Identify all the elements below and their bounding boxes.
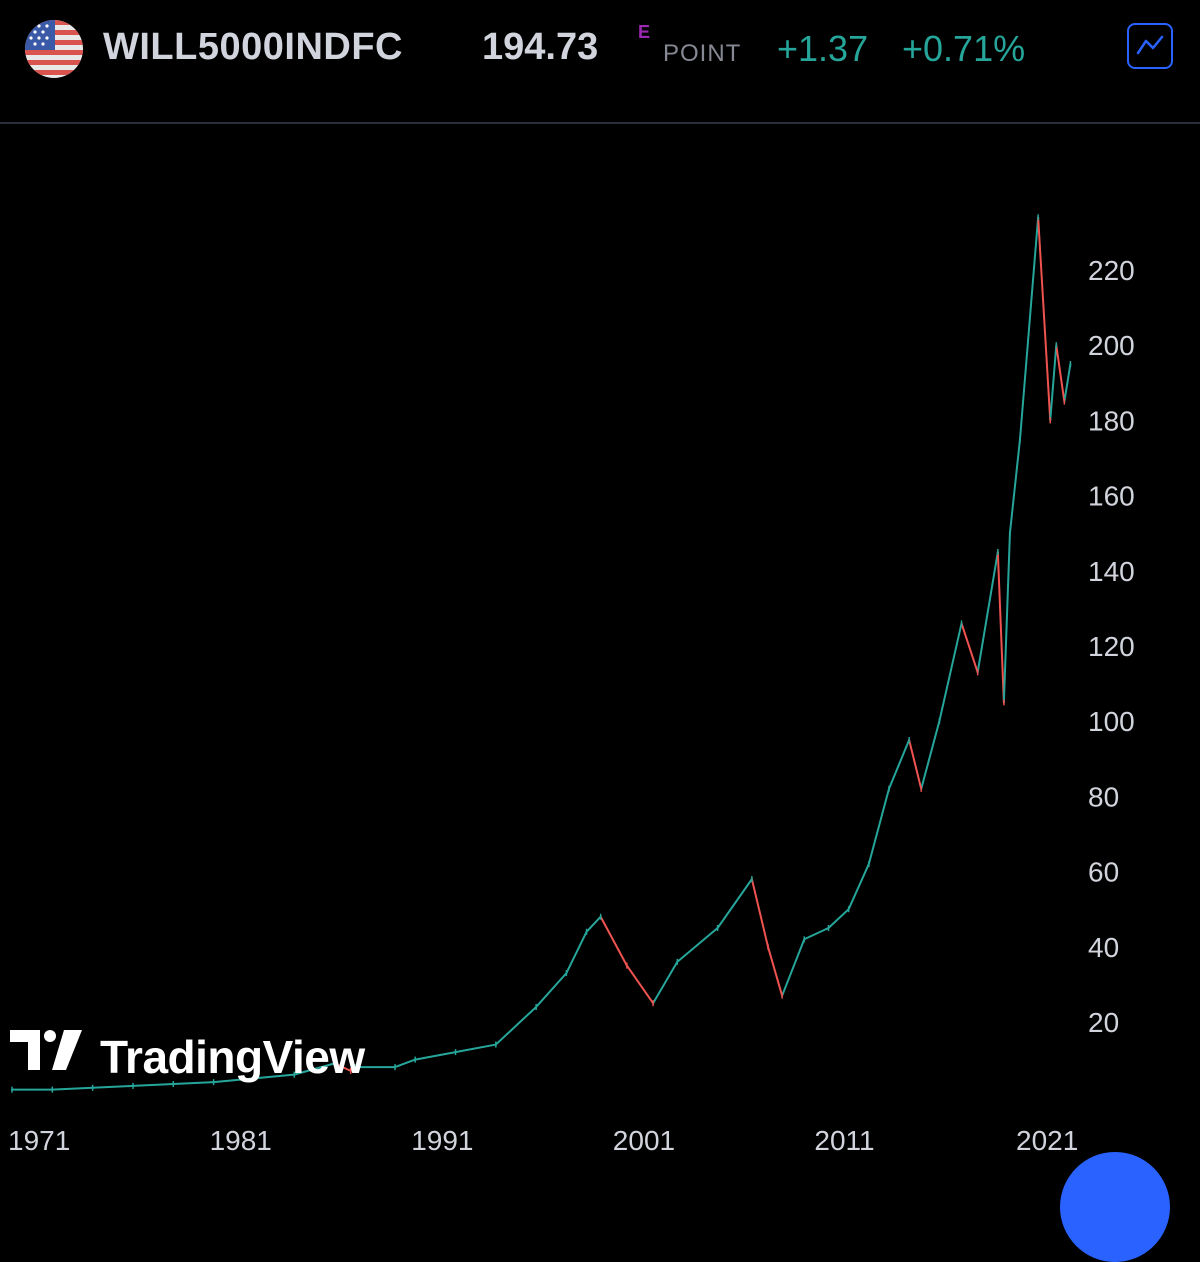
price-segment [599,915,628,967]
x-tick-label: 1971 [8,1125,70,1156]
price-segment [676,927,719,963]
price-segment [767,945,784,997]
y-tick-label: 220 [1088,255,1135,286]
y-tick-label: 80 [1088,781,1119,812]
price-segment [212,1077,255,1084]
price-segment [172,1081,215,1086]
price-change: +1.37 [777,28,869,69]
price-segment [454,1043,497,1054]
price-segment [625,964,655,1005]
price-segment [1008,438,1021,535]
floating-action-button[interactable] [1060,1152,1170,1262]
price-segment [996,551,1005,704]
y-tick-label: 20 [1088,1007,1119,1038]
price-segment [976,551,999,674]
chart-type-button[interactable] [1127,23,1173,69]
price-segment [781,938,806,997]
line-chart-icon [1136,35,1164,55]
tradingview-logo-icon [10,1030,82,1077]
y-tick-label: 200 [1088,330,1135,361]
x-tick-label: 1991 [411,1125,473,1156]
x-tick-label: 2011 [814,1125,874,1156]
y-tick-label: 140 [1088,556,1135,587]
header: WILL5000INDFC 194.73 E POINT +1.37 +0.71… [0,0,1200,122]
price-change-percent: +0.71% [902,28,1026,69]
price-chart[interactable]: 20 40 60 80 100 120 140 160 180 200 220 1971 1981 199… [0,124,1200,1173]
price-segment [414,1051,457,1061]
price-segment [535,972,568,1008]
price-segment [51,1086,94,1091]
symbol-name[interactable]: WILL5000INDFC [103,26,403,68]
y-tick-label: 180 [1088,405,1135,436]
price-segment [394,1058,417,1069]
price-segment [1055,344,1066,403]
price-segment [91,1084,134,1089]
price-segment [131,1083,175,1087]
price-segment [252,1073,296,1080]
price-segment [494,1005,538,1046]
x-tick-label: 2021 [1016,1125,1078,1156]
price-segment [1002,532,1011,704]
price-segment [847,863,870,911]
header-divider [0,122,1200,124]
price-unit: POINT [663,40,742,67]
price-segment [1049,344,1058,422]
price-segment [938,622,963,723]
y-tick-label: 100 [1088,706,1135,737]
price-segment [827,908,850,929]
price-segment [1019,216,1040,441]
price-segment [803,927,830,941]
price-segment [333,1062,352,1072]
price-segment [585,915,602,933]
price-segment [887,739,911,790]
y-tick-label: 60 [1088,857,1119,888]
us-flag-icon [25,20,83,78]
tradingview-watermark: TradingView [100,1031,365,1083]
price-segment [750,878,769,948]
price-segment [1037,216,1052,422]
price-flag: E [638,22,651,42]
price-segment [652,960,679,1005]
x-tick-label: 1981 [210,1125,272,1156]
y-tick-label: 120 [1088,631,1135,662]
price-segment [716,878,753,929]
price-segment [960,622,979,674]
y-tick-label: 40 [1088,932,1119,963]
price-segment [867,787,890,866]
price-segment [920,720,941,790]
last-price: 194.73 [482,26,599,68]
price-segment [293,1062,336,1076]
price-segment [565,930,588,975]
price-segment [1063,363,1072,403]
price-segment [908,739,923,790]
x-tick-label: 2001 [613,1125,675,1156]
y-tick-label: 160 [1088,481,1135,512]
